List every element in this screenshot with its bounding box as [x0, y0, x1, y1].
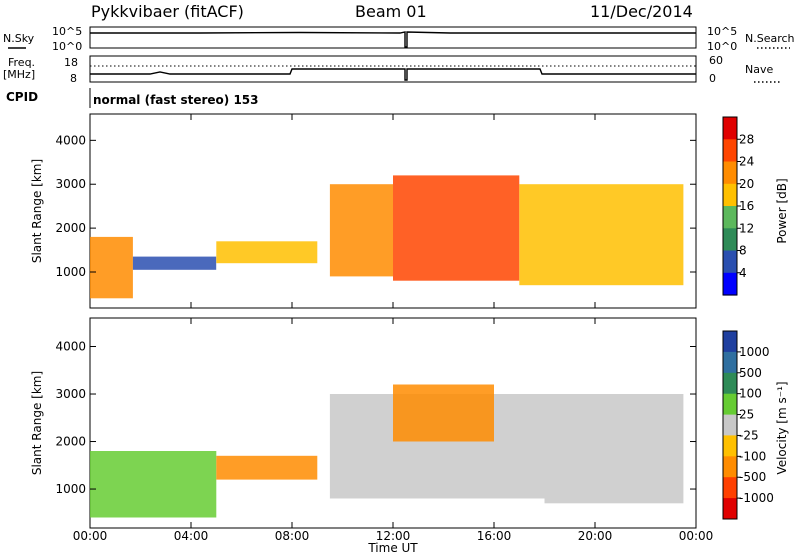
date-label: 11/Dec/2014 — [590, 2, 693, 21]
freq-tick-bottom: 8 — [70, 72, 77, 85]
velocity-colorbar-tick-label: -25 — [739, 428, 759, 442]
power-echo-region — [329, 184, 393, 277]
velocity-colorbar-tick-label: -1000 — [739, 491, 774, 505]
velocity-colorbar: 1000 500 100 25 -25 -100 -500 -1000 — [722, 330, 774, 520]
freq-tick-top: 18 — [64, 56, 78, 69]
power-colorbar-label: Power [dB] — [775, 178, 789, 243]
nave-label: Nave — [745, 63, 773, 76]
power-colorbar-tick-label: 4 — [739, 266, 747, 280]
power-colorbar: 4 8 12 16 20 24 28 — [722, 116, 754, 296]
strip1-right-tick-bottom: 10^0 — [707, 40, 737, 53]
velocity-colorbar-tick-label: 1000 — [739, 345, 770, 359]
velocity-y-tick-label: 4000 — [55, 340, 86, 354]
velocity-y-axis: 1000 2000 3000 4000 — [55, 340, 696, 496]
nsky-label: N.Sky — [3, 32, 35, 45]
power-y-tick-label: 3000 — [55, 177, 86, 191]
velocity-colorbar-tick-label: 25 — [739, 408, 754, 422]
velocity-echo-region — [216, 455, 318, 480]
nave-tick-bottom: 0 — [709, 72, 716, 85]
strip1-left-tick-top: 10^5 — [52, 25, 82, 38]
time-tick-label: 00:00 — [679, 529, 714, 543]
velocity-colorbar-segment — [723, 498, 737, 520]
velocity-colorbar-tick-label: 500 — [739, 366, 762, 380]
freq-strip-frame — [89, 55, 697, 83]
time-tick-label: 00:00 — [73, 529, 108, 543]
velocity-colorbar-label: Velocity [m s⁻¹] — [775, 381, 789, 474]
freq-trace — [90, 68, 696, 81]
strip1-right-tick-top: 10^5 — [707, 25, 737, 38]
power-echo-region — [90, 236, 133, 299]
power-colorbar-tick-label: 28 — [739, 132, 754, 146]
power-colorbar-tick-label: 12 — [739, 221, 754, 235]
time-tick-label: 08:00 — [275, 529, 310, 543]
time-axis: 00:00 04:00 08:00 12:00 16:00 20:00 00:00 — [73, 114, 714, 543]
power-colorbar-segment — [723, 206, 737, 229]
velocity-colorbar-segment — [723, 372, 737, 395]
velocity-colorbar-segment — [723, 477, 737, 499]
velocity-colorbar-segment — [723, 393, 737, 416]
time-axis-label: Time UT — [367, 541, 418, 554]
velocity-colorbar-tick-label: -100 — [739, 449, 766, 463]
power-echo-region — [132, 256, 217, 270]
power-echo-region — [393, 175, 520, 281]
velocity-y-axis-label: Slant Range [km] — [30, 371, 44, 475]
power-colorbar-segment — [723, 272, 737, 296]
velocity-echo-region — [90, 451, 217, 518]
power-y-tick-label: 1000 — [55, 265, 86, 279]
power-y-tick-label: 4000 — [55, 133, 86, 147]
power-colorbar-tick-label: 16 — [739, 199, 754, 213]
time-tick-label: 12:00 — [376, 529, 411, 543]
power-colorbar-segment — [723, 117, 737, 140]
velocity-echo-region — [544, 394, 684, 504]
velocity-echo-region — [393, 384, 494, 442]
power-y-tick-label: 2000 — [55, 221, 86, 235]
velocity-colorbar-frame — [722, 330, 738, 520]
power-echo-region — [519, 184, 684, 286]
cpid-value: normal (fast stereo) 153 — [93, 93, 259, 107]
nsky-trace — [90, 31, 696, 48]
noise-strip-frame — [89, 26, 697, 49]
power-echo-region — [216, 241, 318, 264]
nave-tick-top: 60 — [709, 54, 723, 67]
cpid-label: CPID — [6, 90, 38, 104]
velocity-y-tick-label: 1000 — [55, 482, 86, 496]
power-colorbar-segment — [723, 161, 737, 185]
power-echo-regions — [90, 175, 684, 299]
velocity-colorbar-segment — [723, 331, 737, 353]
power-colorbar-tick-label: 20 — [739, 177, 754, 191]
radar-title: Pykkvibaer (fitACF) — [91, 2, 244, 21]
velocity-echo-regions — [90, 384, 684, 518]
power-colorbar-tick-label: 8 — [739, 244, 747, 258]
power-colorbar-segment — [723, 228, 737, 252]
velocity-colorbar-tick-label: -500 — [739, 470, 766, 484]
power-colorbar-segment — [723, 183, 737, 207]
strip1-left-tick-bottom: 10^0 — [52, 40, 82, 53]
time-tick-label: 20:00 — [578, 529, 613, 543]
velocity-y-tick-label: 3000 — [55, 387, 86, 401]
velocity-colorbar-segment — [723, 456, 737, 478]
freq-label: Freq. — [8, 56, 35, 69]
power-colorbar-segment — [723, 139, 737, 163]
power-y-axis-label: Slant Range [km] — [30, 159, 44, 263]
freq-unit-label: [MHz] — [3, 68, 35, 81]
nsearch-label: N.Search — [745, 32, 795, 45]
time-tick-label: 16:00 — [477, 529, 512, 543]
power-colorbar-segment — [723, 250, 737, 274]
beam-label: Beam 01 — [355, 2, 427, 21]
power-y-axis: 1000 2000 3000 4000 — [55, 133, 696, 279]
time-tick-label: 04:00 — [174, 529, 209, 543]
velocity-colorbar-tick-label: 100 — [739, 387, 762, 401]
power-colorbar-tick-label: 24 — [739, 155, 754, 169]
velocity-colorbar-segment — [723, 351, 737, 374]
velocity-colorbar-segment — [723, 435, 737, 457]
velocity-colorbar-segment — [723, 414, 737, 436]
velocity-y-tick-label: 2000 — [55, 435, 86, 449]
